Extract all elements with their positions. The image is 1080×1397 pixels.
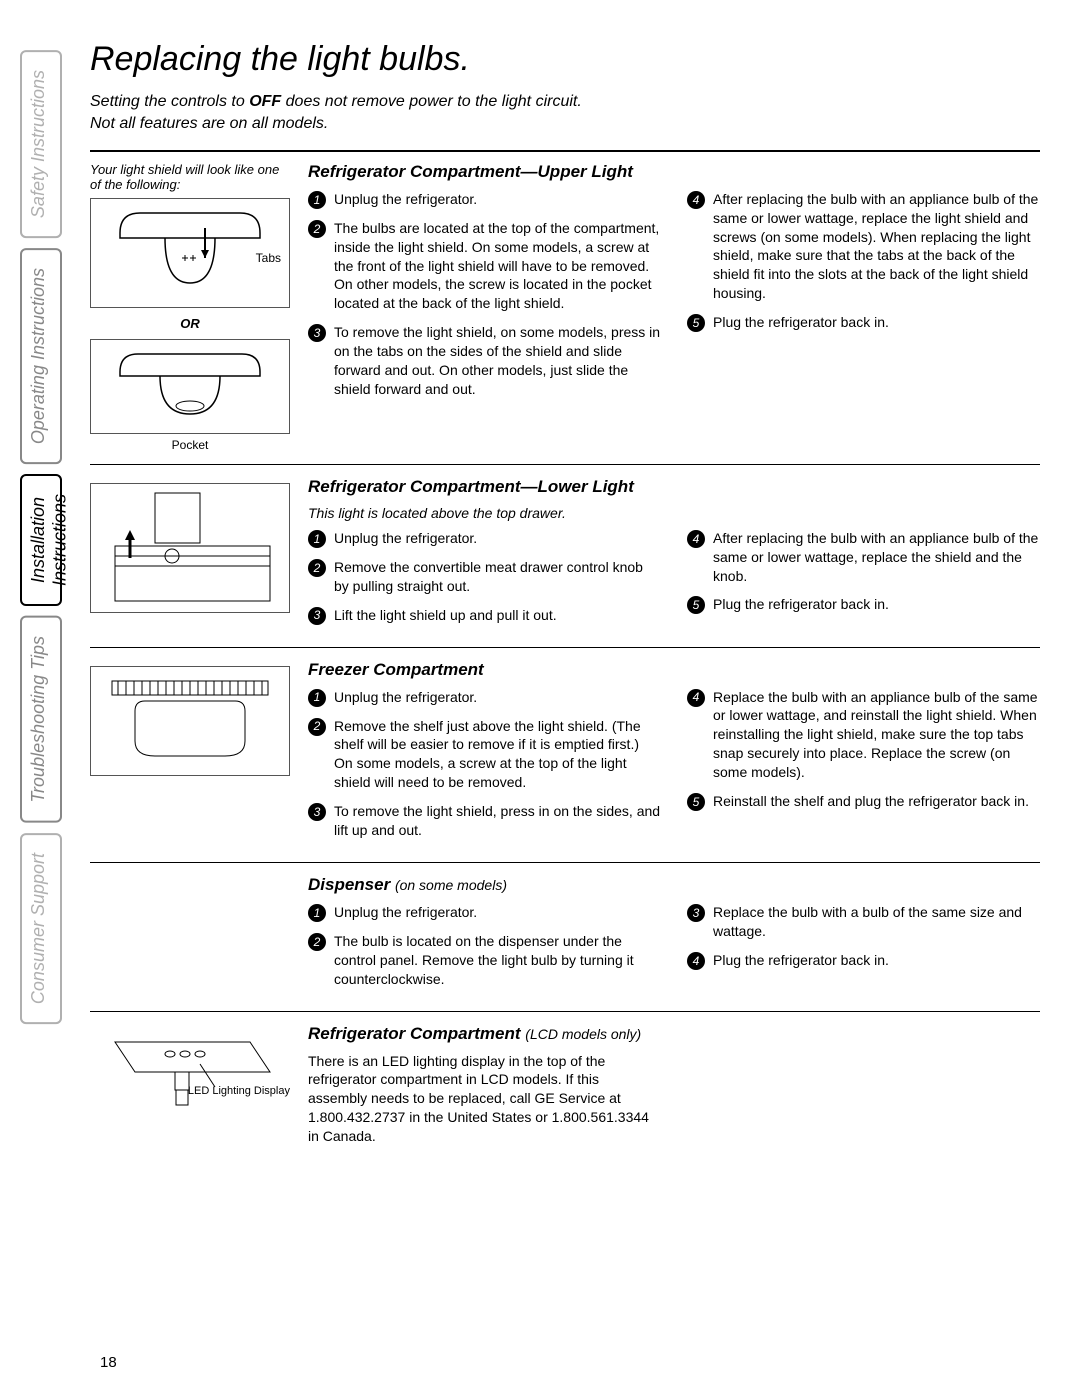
step-number: 3 xyxy=(687,904,705,922)
step-number: 1 xyxy=(308,530,326,548)
illus-label-led: LED Lighting Display xyxy=(188,1085,290,1098)
step-number: 3 xyxy=(308,803,326,821)
step-text: Lift the light shield up and pull it out… xyxy=(334,606,557,625)
section-lower-light: Refrigerator Compartment—Lower Light Thi… xyxy=(90,477,1040,635)
step-text: Reinstall the shelf and plug the refrige… xyxy=(713,792,1029,811)
tab-operating[interactable]: Operating Instructions xyxy=(20,248,62,464)
divider xyxy=(90,647,1040,648)
page-number: 18 xyxy=(100,1354,117,1371)
step-text: The bulb is located on the dispenser und… xyxy=(334,932,661,989)
step-text: To remove the light shield, press in on … xyxy=(334,802,661,840)
step-text: To remove the light shield, on some mode… xyxy=(334,323,661,399)
step-text: Unplug the refrigerator. xyxy=(334,529,477,548)
step-number: 1 xyxy=(308,904,326,922)
section2-heading: Refrigerator Compartment—Lower Light xyxy=(308,477,1040,497)
section-dispenser: Dispenser (on some models) 1 Unplug the r… xyxy=(90,875,1040,999)
step-text: Unplug the refrigerator. xyxy=(334,903,477,922)
step-text: Plug the refrigerator back in. xyxy=(713,951,889,970)
step-number: 5 xyxy=(687,314,705,332)
divider xyxy=(90,1011,1040,1012)
step-number: 1 xyxy=(308,191,326,209)
tab-installation[interactable]: Installation Instructions xyxy=(20,474,62,606)
step-number: 5 xyxy=(687,793,705,811)
sidebar-tabs: Safety Instructions Operating Instructio… xyxy=(20,40,70,1377)
step-number: 3 xyxy=(308,324,326,342)
tab-consumer[interactable]: Consumer Support xyxy=(20,833,62,1024)
step-text: Replace the bulb with an appliance bulb … xyxy=(713,688,1040,782)
step-number: 4 xyxy=(687,689,705,707)
intro-text: Setting the controls to OFF does not rem… xyxy=(90,91,1040,136)
section5-heading: Refrigerator Compartment (LCD models onl… xyxy=(308,1024,1040,1044)
step-text: After replacing the bulb with an applian… xyxy=(713,529,1040,586)
step-number: 2 xyxy=(308,933,326,951)
step-number: 4 xyxy=(687,191,705,209)
illustration-pocket xyxy=(90,339,290,434)
step-text: Plug the refrigerator back in. xyxy=(713,595,889,614)
illustration-lower xyxy=(90,483,290,613)
tab-installation-line2: Instructions xyxy=(50,494,70,586)
illustration-freezer xyxy=(90,666,290,776)
step-text: Remove the shelf just above the light sh… xyxy=(334,717,661,793)
divider xyxy=(90,862,1040,863)
section3-heading: Freezer Compartment xyxy=(308,660,1040,680)
section5-text: There is an LED lighting display in the … xyxy=(308,1052,661,1146)
illustration-tabs: Tabs xyxy=(90,198,290,308)
step-text: Plug the refrigerator back in. xyxy=(713,313,889,332)
section2-note: This light is located above the top draw… xyxy=(308,505,1040,521)
section-freezer: Freezer Compartment 1 Unplug the refriger… xyxy=(90,660,1040,850)
main-content: Replacing the light bulbs. Setting the c… xyxy=(70,40,1040,1377)
step-number: 5 xyxy=(687,596,705,614)
step-text: Replace the bulb with a bulb of the same… xyxy=(713,903,1040,941)
step-number: 4 xyxy=(687,952,705,970)
divider xyxy=(90,150,1040,152)
section-upper-light: Your light shield will look like one of … xyxy=(90,162,1040,452)
step-number: 2 xyxy=(308,718,326,736)
illus-note: Your light shield will look like one of … xyxy=(90,162,290,192)
section1-heading: Refrigerator Compartment—Upper Light xyxy=(308,162,1040,182)
step-number: 3 xyxy=(308,607,326,625)
step-text: Unplug the refrigerator. xyxy=(334,190,477,209)
step-text: Unplug the refrigerator. xyxy=(334,688,477,707)
tab-troubleshooting[interactable]: Troubleshooting Tips xyxy=(20,616,62,823)
or-label: OR xyxy=(90,316,290,331)
step-number: 2 xyxy=(308,220,326,238)
step-text: The bulbs are located at the top of the … xyxy=(334,219,661,313)
tab-installation-line1: Installation xyxy=(28,497,48,583)
illus-label-tabs: Tabs xyxy=(256,251,281,265)
section-lcd: LED Lighting Display Refrigerator Compar… xyxy=(90,1024,1040,1146)
tab-safety[interactable]: Safety Instructions xyxy=(20,50,62,238)
step-text: Remove the convertible meat drawer contr… xyxy=(334,558,661,596)
page-title: Replacing the light bulbs. xyxy=(90,40,1040,79)
step-number: 4 xyxy=(687,530,705,548)
step-number: 2 xyxy=(308,559,326,577)
illustration-lcd: LED Lighting Display xyxy=(90,1030,290,1125)
step-text: After replacing the bulb with an applian… xyxy=(713,190,1040,303)
illus-label-pocket: Pocket xyxy=(90,438,290,452)
section4-heading: Dispenser (on some models) xyxy=(308,875,1040,895)
step-number: 1 xyxy=(308,689,326,707)
divider xyxy=(90,464,1040,465)
